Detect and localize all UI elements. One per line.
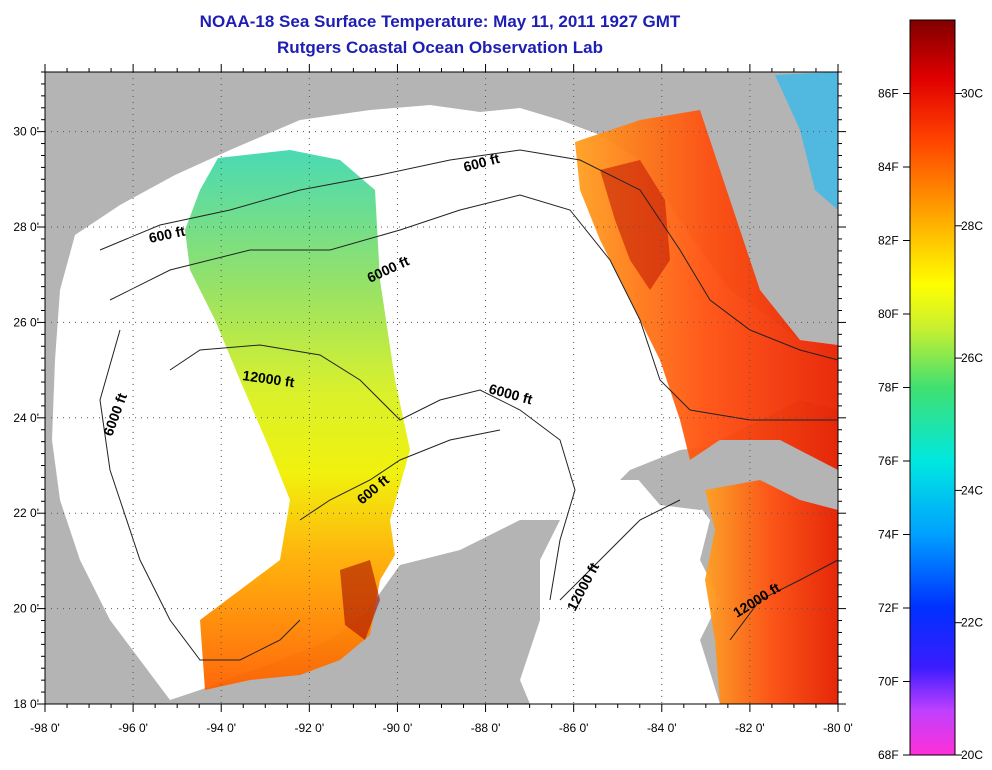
lon-tick-label: -94 0' xyxy=(206,721,236,735)
lat-tick-label: 20 0' xyxy=(13,602,39,616)
map-area xyxy=(45,72,838,704)
colorbar-f-label: 78F xyxy=(878,381,899,395)
lon-tick-label: -98 0' xyxy=(30,721,60,735)
colorbar-f-label: 86F xyxy=(878,87,899,101)
colorbar-c-label: 28C xyxy=(961,219,983,233)
caribbean-water xyxy=(500,480,720,704)
lat-tick-label: 22 0' xyxy=(13,506,39,520)
cuba-land xyxy=(630,445,838,520)
lon-tick-label: -88 0' xyxy=(471,721,501,735)
bathymetry-contours xyxy=(99,149,838,661)
sst-warm-core-east xyxy=(600,160,670,290)
yucatan-land xyxy=(340,540,540,704)
lon-tick-label: -80 0' xyxy=(823,721,853,735)
map-subtitle: Rutgers Coastal Ocean Observation Lab xyxy=(277,38,603,57)
lon-tick-label: -84 0' xyxy=(647,721,677,735)
lat-tick-label: 18 0' xyxy=(13,697,39,711)
colorbar-f-label: 84F xyxy=(878,160,899,174)
lon-tick-label: -92 0' xyxy=(295,721,325,735)
colorbar-fahrenheit-labels: 86F 84F 82F 80F 78F 76F 74F 72F 70F 68F xyxy=(878,87,910,762)
colorbar-f-label: 82F xyxy=(878,234,899,248)
map-axes: -98 0' -96 0' -94 0' -92 0' -90 0' -88 0' -86 … xyxy=(13,64,853,735)
lat-tick-label: 24 0' xyxy=(13,411,39,425)
colorbar-c-label: 24C xyxy=(961,483,983,497)
map-title: NOAA-18 Sea Surface Temperature: May 11,… xyxy=(199,12,681,31)
colorbar xyxy=(909,19,956,756)
colorbar-f-label: 80F xyxy=(878,307,899,321)
colorbar-c-label: 22C xyxy=(961,616,983,630)
colorbar-f-label: 70F xyxy=(878,675,899,689)
colorbar-f-label: 74F xyxy=(878,528,899,542)
lon-tick-label: -86 0' xyxy=(559,721,589,735)
lon-tick-label: -82 0' xyxy=(735,721,765,735)
sst-warm-core-yucatan xyxy=(340,560,380,640)
lat-tick-label: 26 0' xyxy=(13,315,39,329)
lat-tick-label: 30 0' xyxy=(13,125,39,139)
colorbar-f-label: 72F xyxy=(878,601,899,615)
contour-label: 600 ft xyxy=(147,223,186,246)
lon-tick-label: -90 0' xyxy=(383,721,413,735)
sst-swath-caribbean xyxy=(705,480,838,704)
sst-swath-west xyxy=(185,150,410,690)
contour-label: 12000 ft xyxy=(242,367,296,390)
colorbar-f-label: 76F xyxy=(878,454,899,468)
colorbar-celsius-labels: 30C 28C 26C 24C 22C 20C xyxy=(955,87,983,762)
graticule xyxy=(45,72,838,704)
lon-tick-label: -96 0' xyxy=(118,721,148,735)
colorbar-c-label: 20C xyxy=(961,748,983,762)
colorbar-c-label: 30C xyxy=(961,87,983,101)
colorbar-c-label: 26C xyxy=(961,351,983,365)
sst-cool-east-fl xyxy=(775,72,838,210)
colorbar-f-label: 68F xyxy=(878,748,899,762)
lat-tick-label: 28 0' xyxy=(13,220,39,234)
